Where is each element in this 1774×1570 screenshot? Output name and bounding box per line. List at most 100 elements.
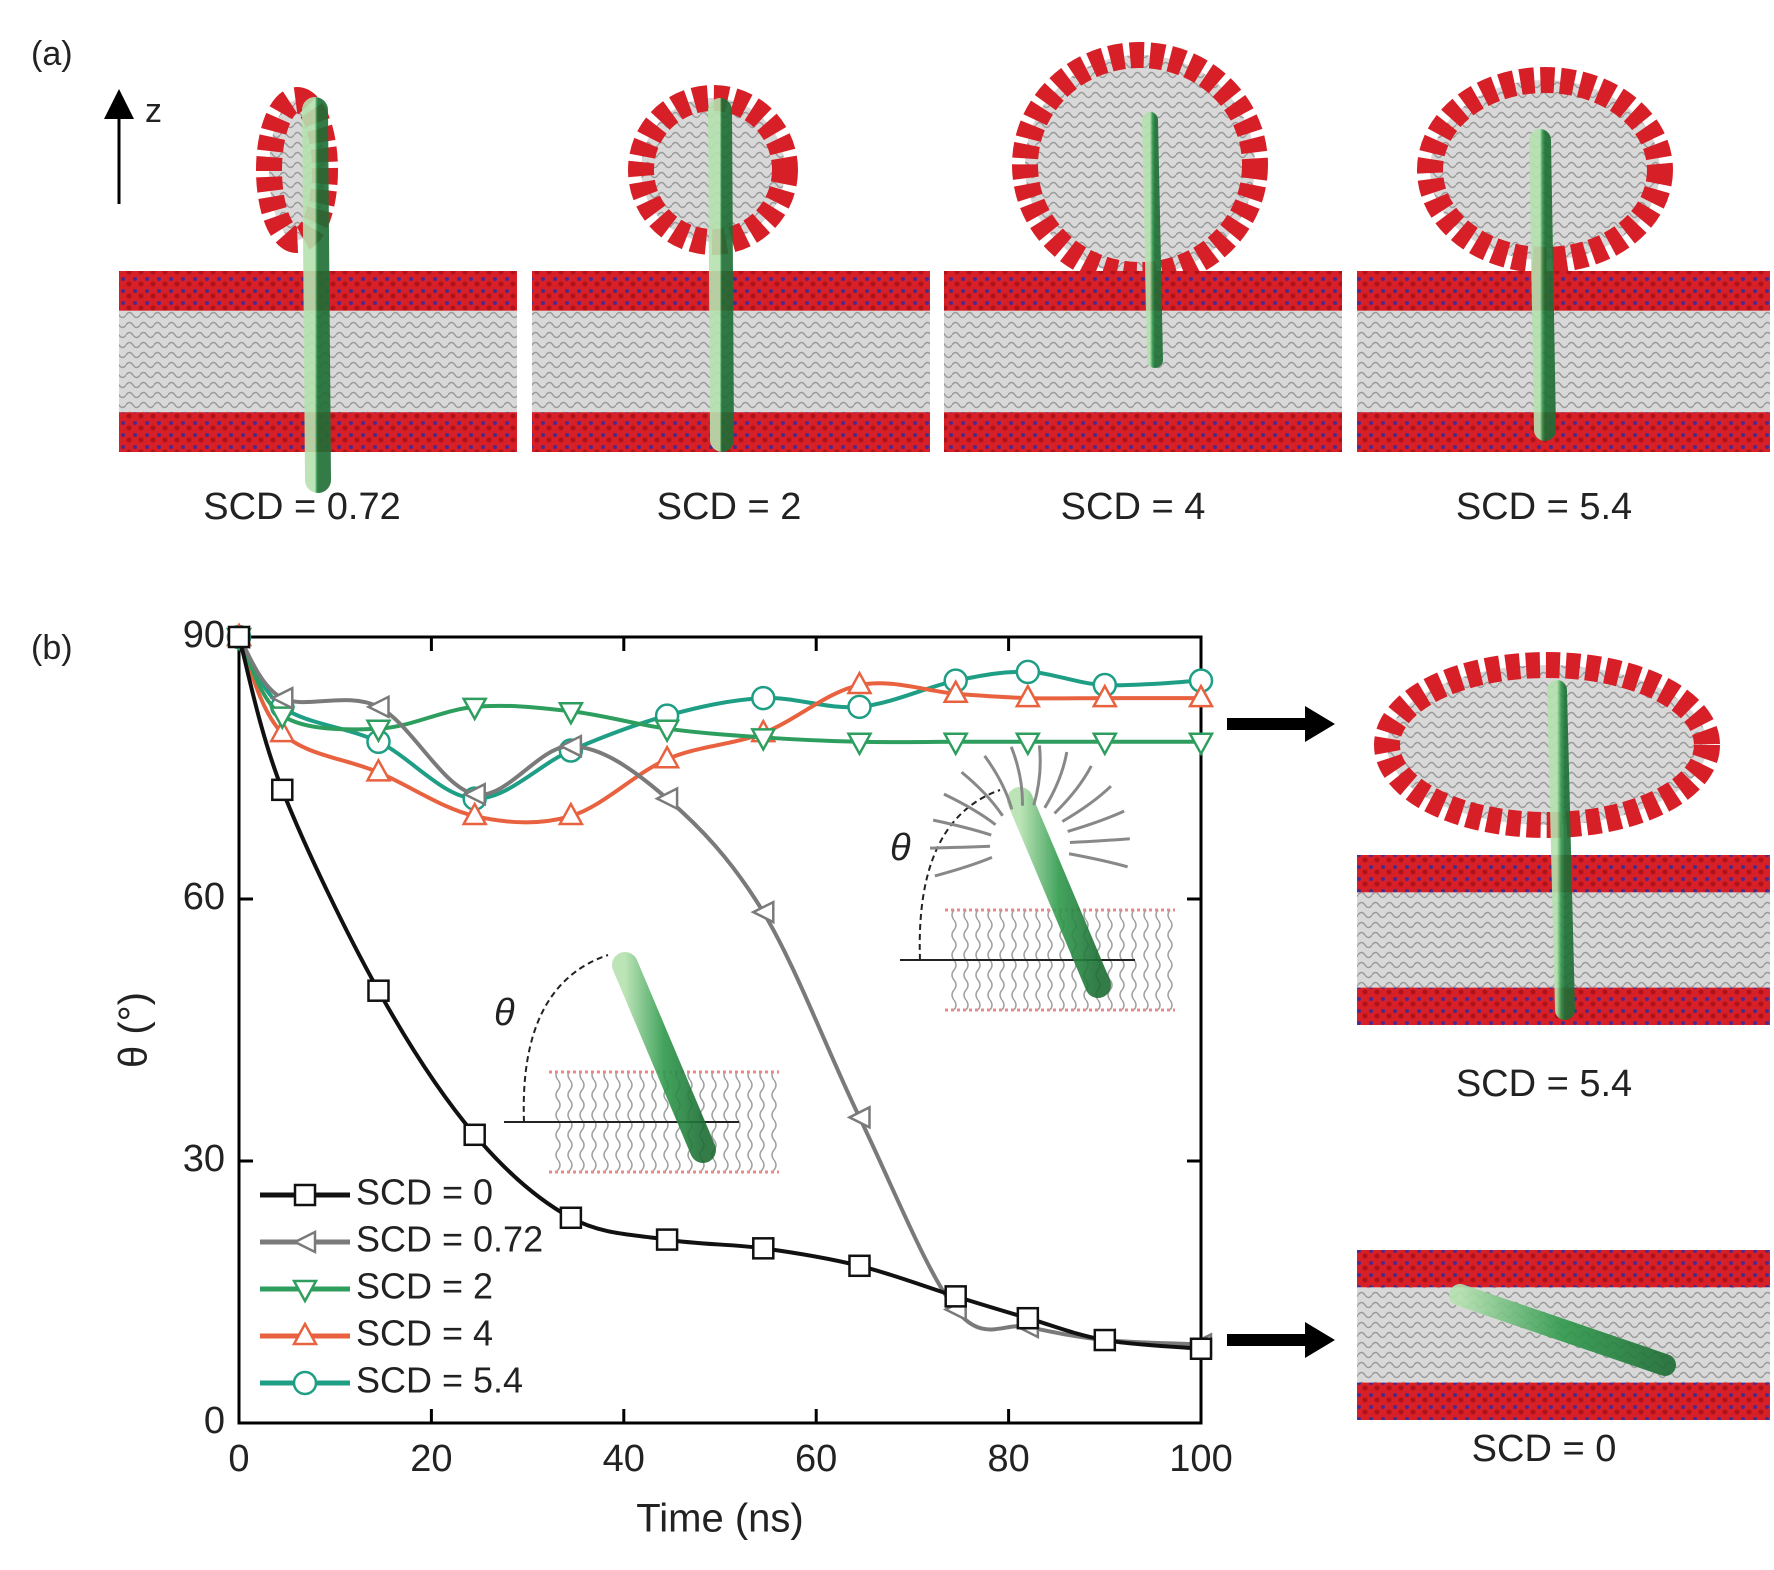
marker xyxy=(846,670,873,695)
marker xyxy=(1189,1337,1213,1361)
inset-lipid xyxy=(1067,809,1125,833)
marker xyxy=(557,801,585,826)
legend-marker xyxy=(291,1279,319,1304)
legend-marker xyxy=(292,1370,318,1396)
marker xyxy=(365,694,390,719)
inset-lipid xyxy=(1032,745,1042,806)
marker xyxy=(1014,683,1041,708)
marker xyxy=(463,1123,486,1147)
inset-lipid xyxy=(1043,751,1069,809)
marker xyxy=(365,757,392,782)
membrane-snapshot xyxy=(944,271,1342,452)
marker xyxy=(942,679,969,704)
inset-label: θ xyxy=(494,992,515,1034)
headgroups xyxy=(1357,412,1770,452)
marker xyxy=(653,744,681,769)
inset-lipid xyxy=(1009,746,1025,806)
legend-label: SCD = 0.72 xyxy=(356,1219,543,1260)
peptide-rod xyxy=(612,952,716,1163)
caption: SCD = 5.4 xyxy=(1456,1063,1632,1105)
marker xyxy=(365,719,392,744)
marker xyxy=(461,782,486,807)
marker xyxy=(846,1105,871,1130)
legend-item: SCD = 5.4 xyxy=(260,1360,523,1401)
y-tick-label: 30 xyxy=(183,1138,225,1180)
legend-label: SCD = 4 xyxy=(356,1313,493,1354)
y-tick-label: 0 xyxy=(204,1400,225,1442)
marker xyxy=(559,1206,583,1230)
marker xyxy=(1093,1328,1117,1352)
x-tick-label: 0 xyxy=(228,1438,249,1480)
marker xyxy=(750,900,775,925)
headgroups xyxy=(1357,271,1770,311)
marker xyxy=(558,734,583,759)
plot-frame xyxy=(237,635,1203,1425)
marker xyxy=(227,625,251,649)
marker xyxy=(655,1228,679,1251)
inset-lipid xyxy=(960,770,1004,817)
marker xyxy=(461,801,488,826)
y-tick-label: 90 xyxy=(183,614,225,656)
marker xyxy=(269,718,296,743)
marker xyxy=(750,728,777,753)
micelle xyxy=(1374,652,1720,838)
marker xyxy=(1091,683,1118,708)
peptide-rod xyxy=(1547,680,1575,1020)
inset-lipid xyxy=(943,792,997,826)
arrow xyxy=(1227,1322,1335,1358)
legend-marker xyxy=(292,1229,317,1255)
x-tick-label: 100 xyxy=(1169,1438,1232,1480)
legend-label: SCD = 2 xyxy=(356,1266,493,1307)
caption: SCD = 5.4 xyxy=(1456,486,1632,528)
micelle xyxy=(1012,42,1268,288)
axis-label: z xyxy=(145,92,162,130)
peptide-rod xyxy=(302,97,331,493)
inset-arc xyxy=(522,954,609,1123)
marker xyxy=(1091,732,1118,757)
inset-lipid xyxy=(930,844,991,850)
inset-label: θ xyxy=(890,827,911,869)
marker xyxy=(752,1237,775,1260)
y-axis-label: θ (°) xyxy=(112,992,156,1068)
legend-item: SCD = 0 xyxy=(260,1172,493,1213)
x-tick-label: 80 xyxy=(987,1438,1029,1480)
arrows xyxy=(1227,706,1335,1358)
inset-lipid xyxy=(1061,785,1112,823)
headgroups xyxy=(1357,1250,1770,1288)
marker xyxy=(557,701,585,726)
panel-label: (b) xyxy=(31,629,73,667)
tails xyxy=(944,310,1342,413)
peptide-rod xyxy=(1142,112,1163,368)
marker xyxy=(751,685,776,711)
y-tick-label: 60 xyxy=(183,876,225,918)
legend-marker xyxy=(291,1321,319,1346)
marker xyxy=(269,706,296,731)
legend-item: SCD = 4 xyxy=(260,1313,493,1354)
legend-label: SCD = 5.4 xyxy=(356,1360,523,1401)
x-tick-label: 40 xyxy=(603,1438,645,1480)
peptide-rod xyxy=(1529,129,1556,441)
inset-lipid xyxy=(932,818,992,837)
marker xyxy=(848,1254,871,1278)
inset-lipid xyxy=(934,855,993,878)
caption: SCD = 0.72 xyxy=(203,486,401,528)
marker xyxy=(653,719,681,744)
marker xyxy=(1015,659,1041,685)
marker xyxy=(1016,1306,1040,1330)
marker xyxy=(269,686,294,711)
legend-label: SCD = 0 xyxy=(356,1172,493,1213)
membrane-snapshot xyxy=(1357,271,1770,452)
arrow xyxy=(1227,706,1335,742)
x-tick-label: 20 xyxy=(410,1438,452,1480)
marker xyxy=(654,786,679,811)
legend-marker xyxy=(293,1183,317,1207)
marker xyxy=(367,979,390,1002)
marker xyxy=(1187,683,1215,708)
x-axis-label: Time (ns) xyxy=(636,1497,803,1541)
marker xyxy=(846,732,873,757)
peptide-rod xyxy=(708,98,734,452)
marker xyxy=(271,778,294,802)
inset-lipid xyxy=(983,755,1014,810)
headgroups xyxy=(944,271,1342,311)
